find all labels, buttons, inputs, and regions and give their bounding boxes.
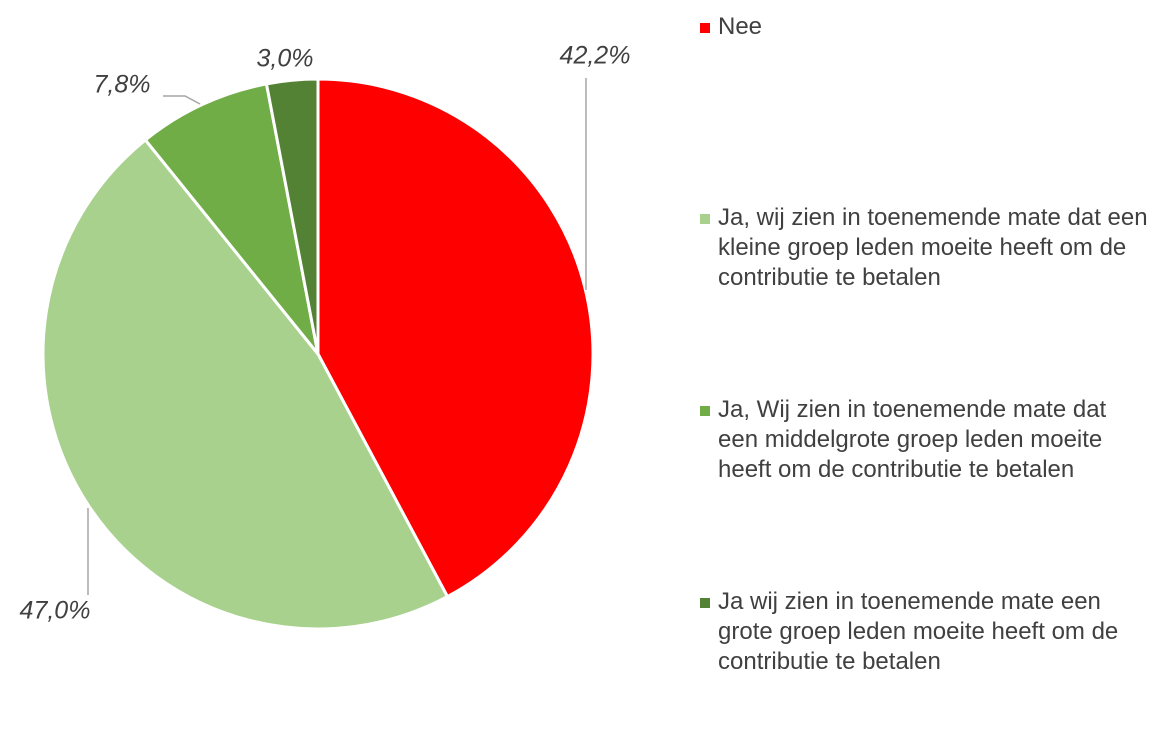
legend-swatch (700, 214, 710, 224)
pie-slice (41, 137, 450, 631)
legend-entry: Ja, Wij zien in toenemende mate dat een … (700, 395, 1154, 485)
legend-label: Ja wij zien in toenemende mate een grote… (718, 588, 1119, 675)
legend-swatch (700, 23, 710, 33)
data-label: 42,2% (560, 42, 631, 70)
data-label: 3,0% (257, 45, 314, 73)
pie-slice (143, 82, 320, 355)
legend-entry: Ja, wij zien in toenemende mate dat een … (700, 203, 1154, 293)
legend-label: Ja, Wij zien in toenemende mate dat een … (718, 396, 1107, 483)
pie-slice (264, 77, 320, 355)
pie-area: 42,2% 47,0% 7,8% 3,0% (20, 42, 631, 631)
data-label: 47,0% (20, 597, 91, 625)
legend-swatch (700, 598, 710, 608)
legend-label: Ja, wij zien in toenemende mate dat een … (718, 204, 1148, 291)
leader-line (163, 95, 201, 105)
legend-entry: Ja wij zien in toenemende mate een grote… (700, 587, 1154, 677)
legend-entry: Nee (700, 12, 1154, 42)
data-label: 7,8% (94, 71, 151, 99)
legend-label: Nee (718, 13, 763, 40)
pie-slice (316, 77, 595, 599)
legend-swatch (700, 406, 710, 416)
